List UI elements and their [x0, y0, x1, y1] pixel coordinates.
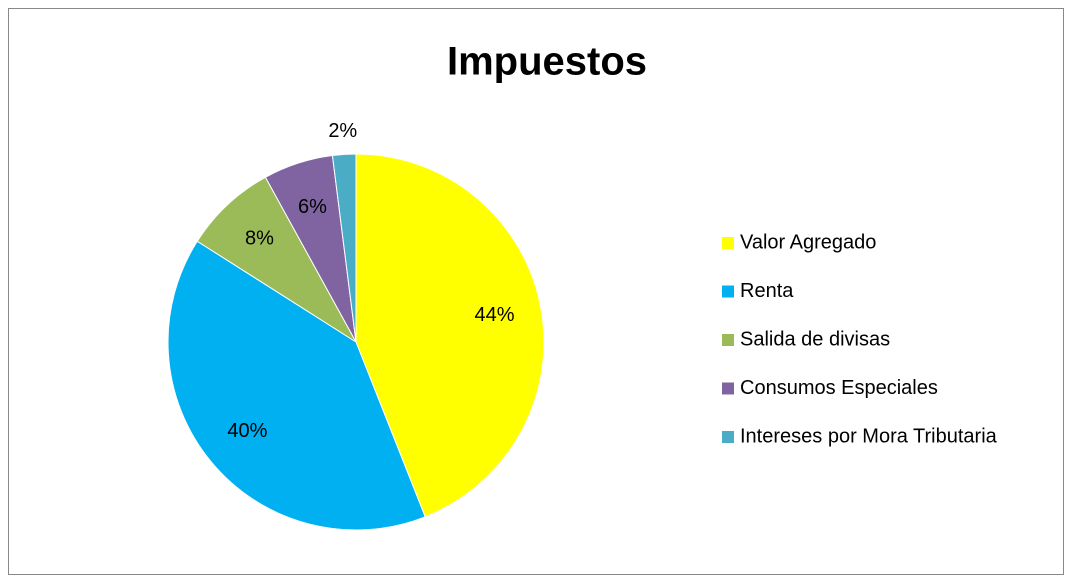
- legend-swatch: [722, 431, 734, 443]
- data-label: 2%: [328, 120, 357, 142]
- legend-swatch: [722, 237, 734, 249]
- legend-label: Renta: [740, 280, 794, 302]
- legend-label: Intereses por Mora Tributaria: [740, 425, 998, 447]
- legend-label: Consumos Especiales: [740, 377, 938, 399]
- pie-slice: [196, 176, 357, 343]
- legend-swatch: [722, 334, 734, 346]
- pie-slice: [355, 153, 545, 518]
- data-label: 40%: [227, 420, 267, 442]
- legend-label: Valor Agregado: [740, 231, 876, 253]
- legend-swatch: [722, 382, 734, 395]
- data-label: 44%: [474, 304, 514, 326]
- pie-slice: [331, 153, 357, 343]
- legend-label: Salida de divisas: [740, 328, 890, 350]
- chart-title: Impuestos: [447, 40, 647, 84]
- legend-swatch: [722, 285, 734, 298]
- data-label: 8%: [245, 227, 274, 249]
- data-label: 6%: [298, 196, 327, 218]
- pie-slice: [167, 240, 426, 531]
